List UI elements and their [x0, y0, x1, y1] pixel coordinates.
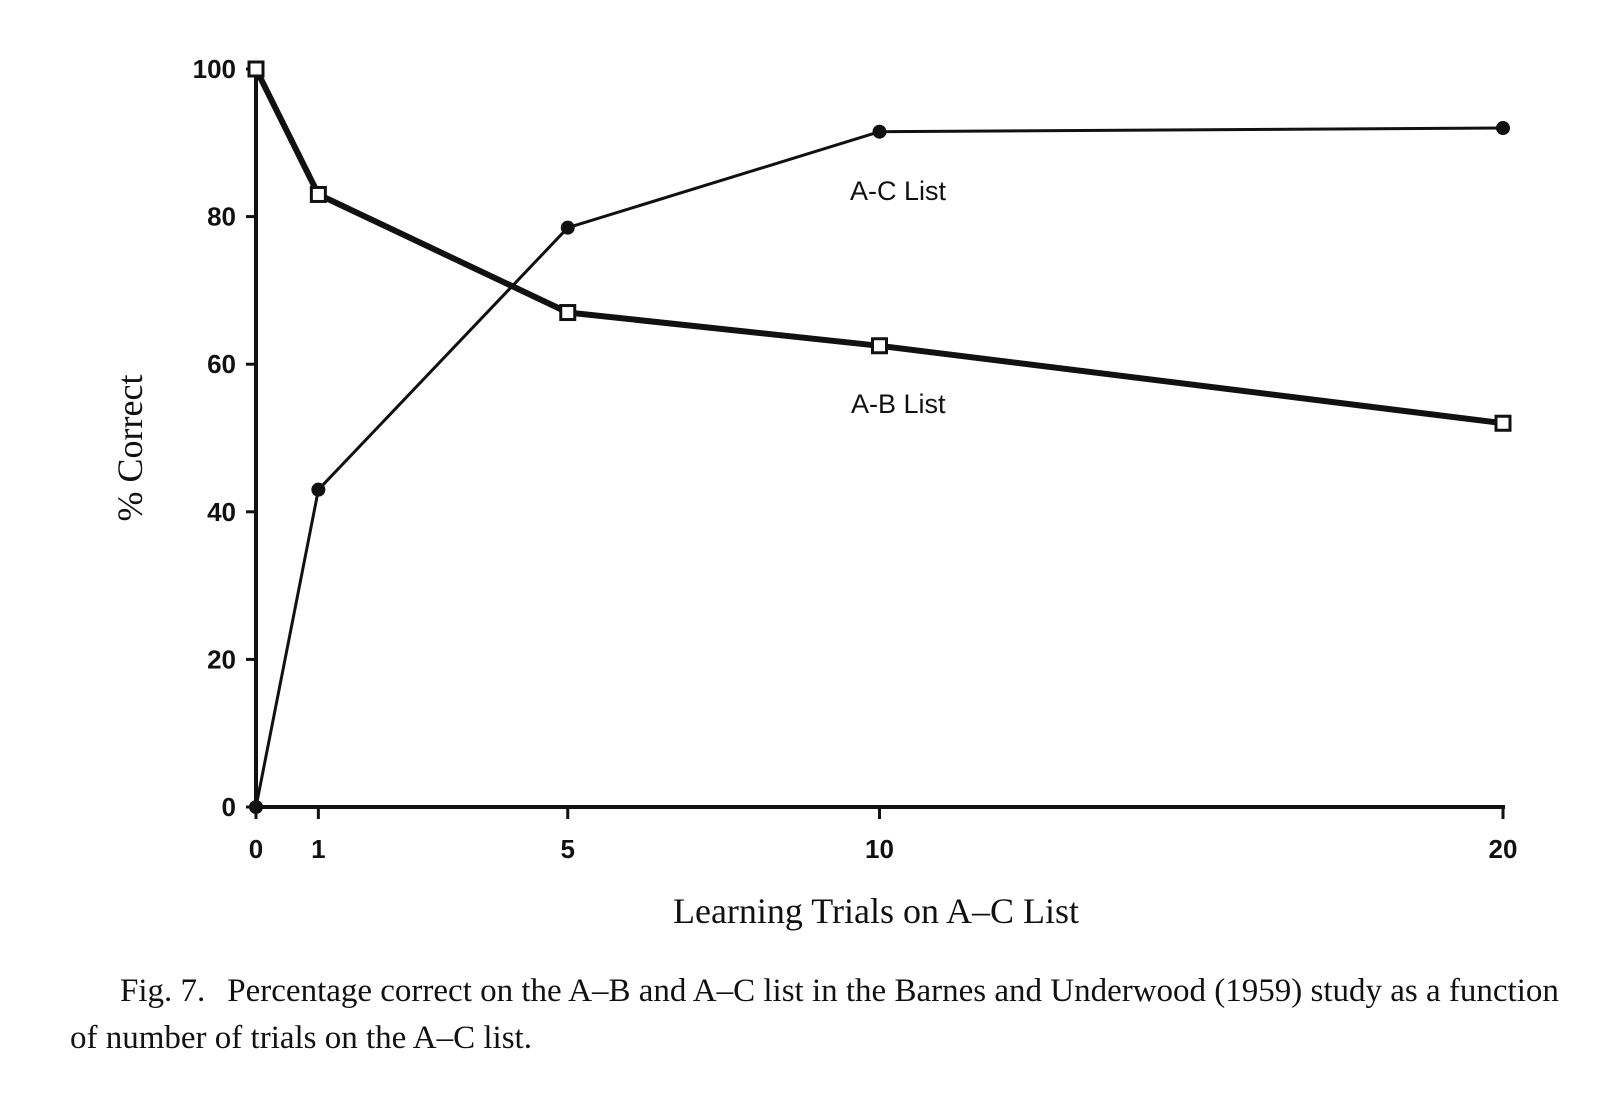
y-tick-label: 20: [207, 644, 236, 674]
y-tick-label: 60: [207, 349, 236, 379]
x-tick-label: 1: [311, 834, 325, 864]
series-line-ab: [253, 66, 1506, 427]
series-line-ac: [254, 126, 1505, 809]
x-axis-title: Learning Trials on A–C List: [673, 891, 1079, 931]
y-tick-label: 100: [193, 54, 236, 84]
tick-labels: 0 20 40 60 80 100 0 1 5 10 20: [193, 54, 1518, 864]
data-point-ac: [1496, 121, 1510, 136]
y-tick-label: 40: [207, 497, 236, 527]
y-axis-title: % Correct: [110, 375, 150, 522]
series-markers: [247, 60, 1512, 814]
x-tick-label: 10: [865, 834, 894, 864]
data-point-ac: [311, 482, 326, 497]
data-point-ab: [247, 60, 265, 78]
series-label-ab-list: A-B List: [851, 389, 946, 419]
data-point-ab: [309, 185, 327, 203]
caption-text: Percentage correct on the A–B and A–C li…: [70, 973, 1559, 1056]
data-point-ac: [560, 220, 575, 235]
x-tick-label: 20: [1489, 834, 1518, 864]
y-tick-label: 0: [222, 792, 236, 822]
series-label-ac-list: A-C List: [850, 176, 947, 206]
figure-number: Fig. 7.: [120, 973, 206, 1009]
data-point-ac: [872, 124, 887, 139]
axes: [246, 66, 1505, 819]
x-tick-label: 0: [249, 834, 263, 864]
data-point-ac: [249, 800, 263, 814]
figure-caption: Fig. 7. Percentage correct on the A–B and…: [70, 968, 1590, 1062]
line-chart: 0 20 40 60 80 100 0 1 5 10 20 A-C List A-B List Le…: [110, 54, 1518, 931]
data-point-ab: [559, 304, 577, 322]
data-point-ab: [871, 337, 888, 355]
data-point-ab: [1494, 414, 1512, 432]
y-tick-label: 80: [207, 202, 236, 232]
x-tick-label: 5: [561, 834, 575, 864]
